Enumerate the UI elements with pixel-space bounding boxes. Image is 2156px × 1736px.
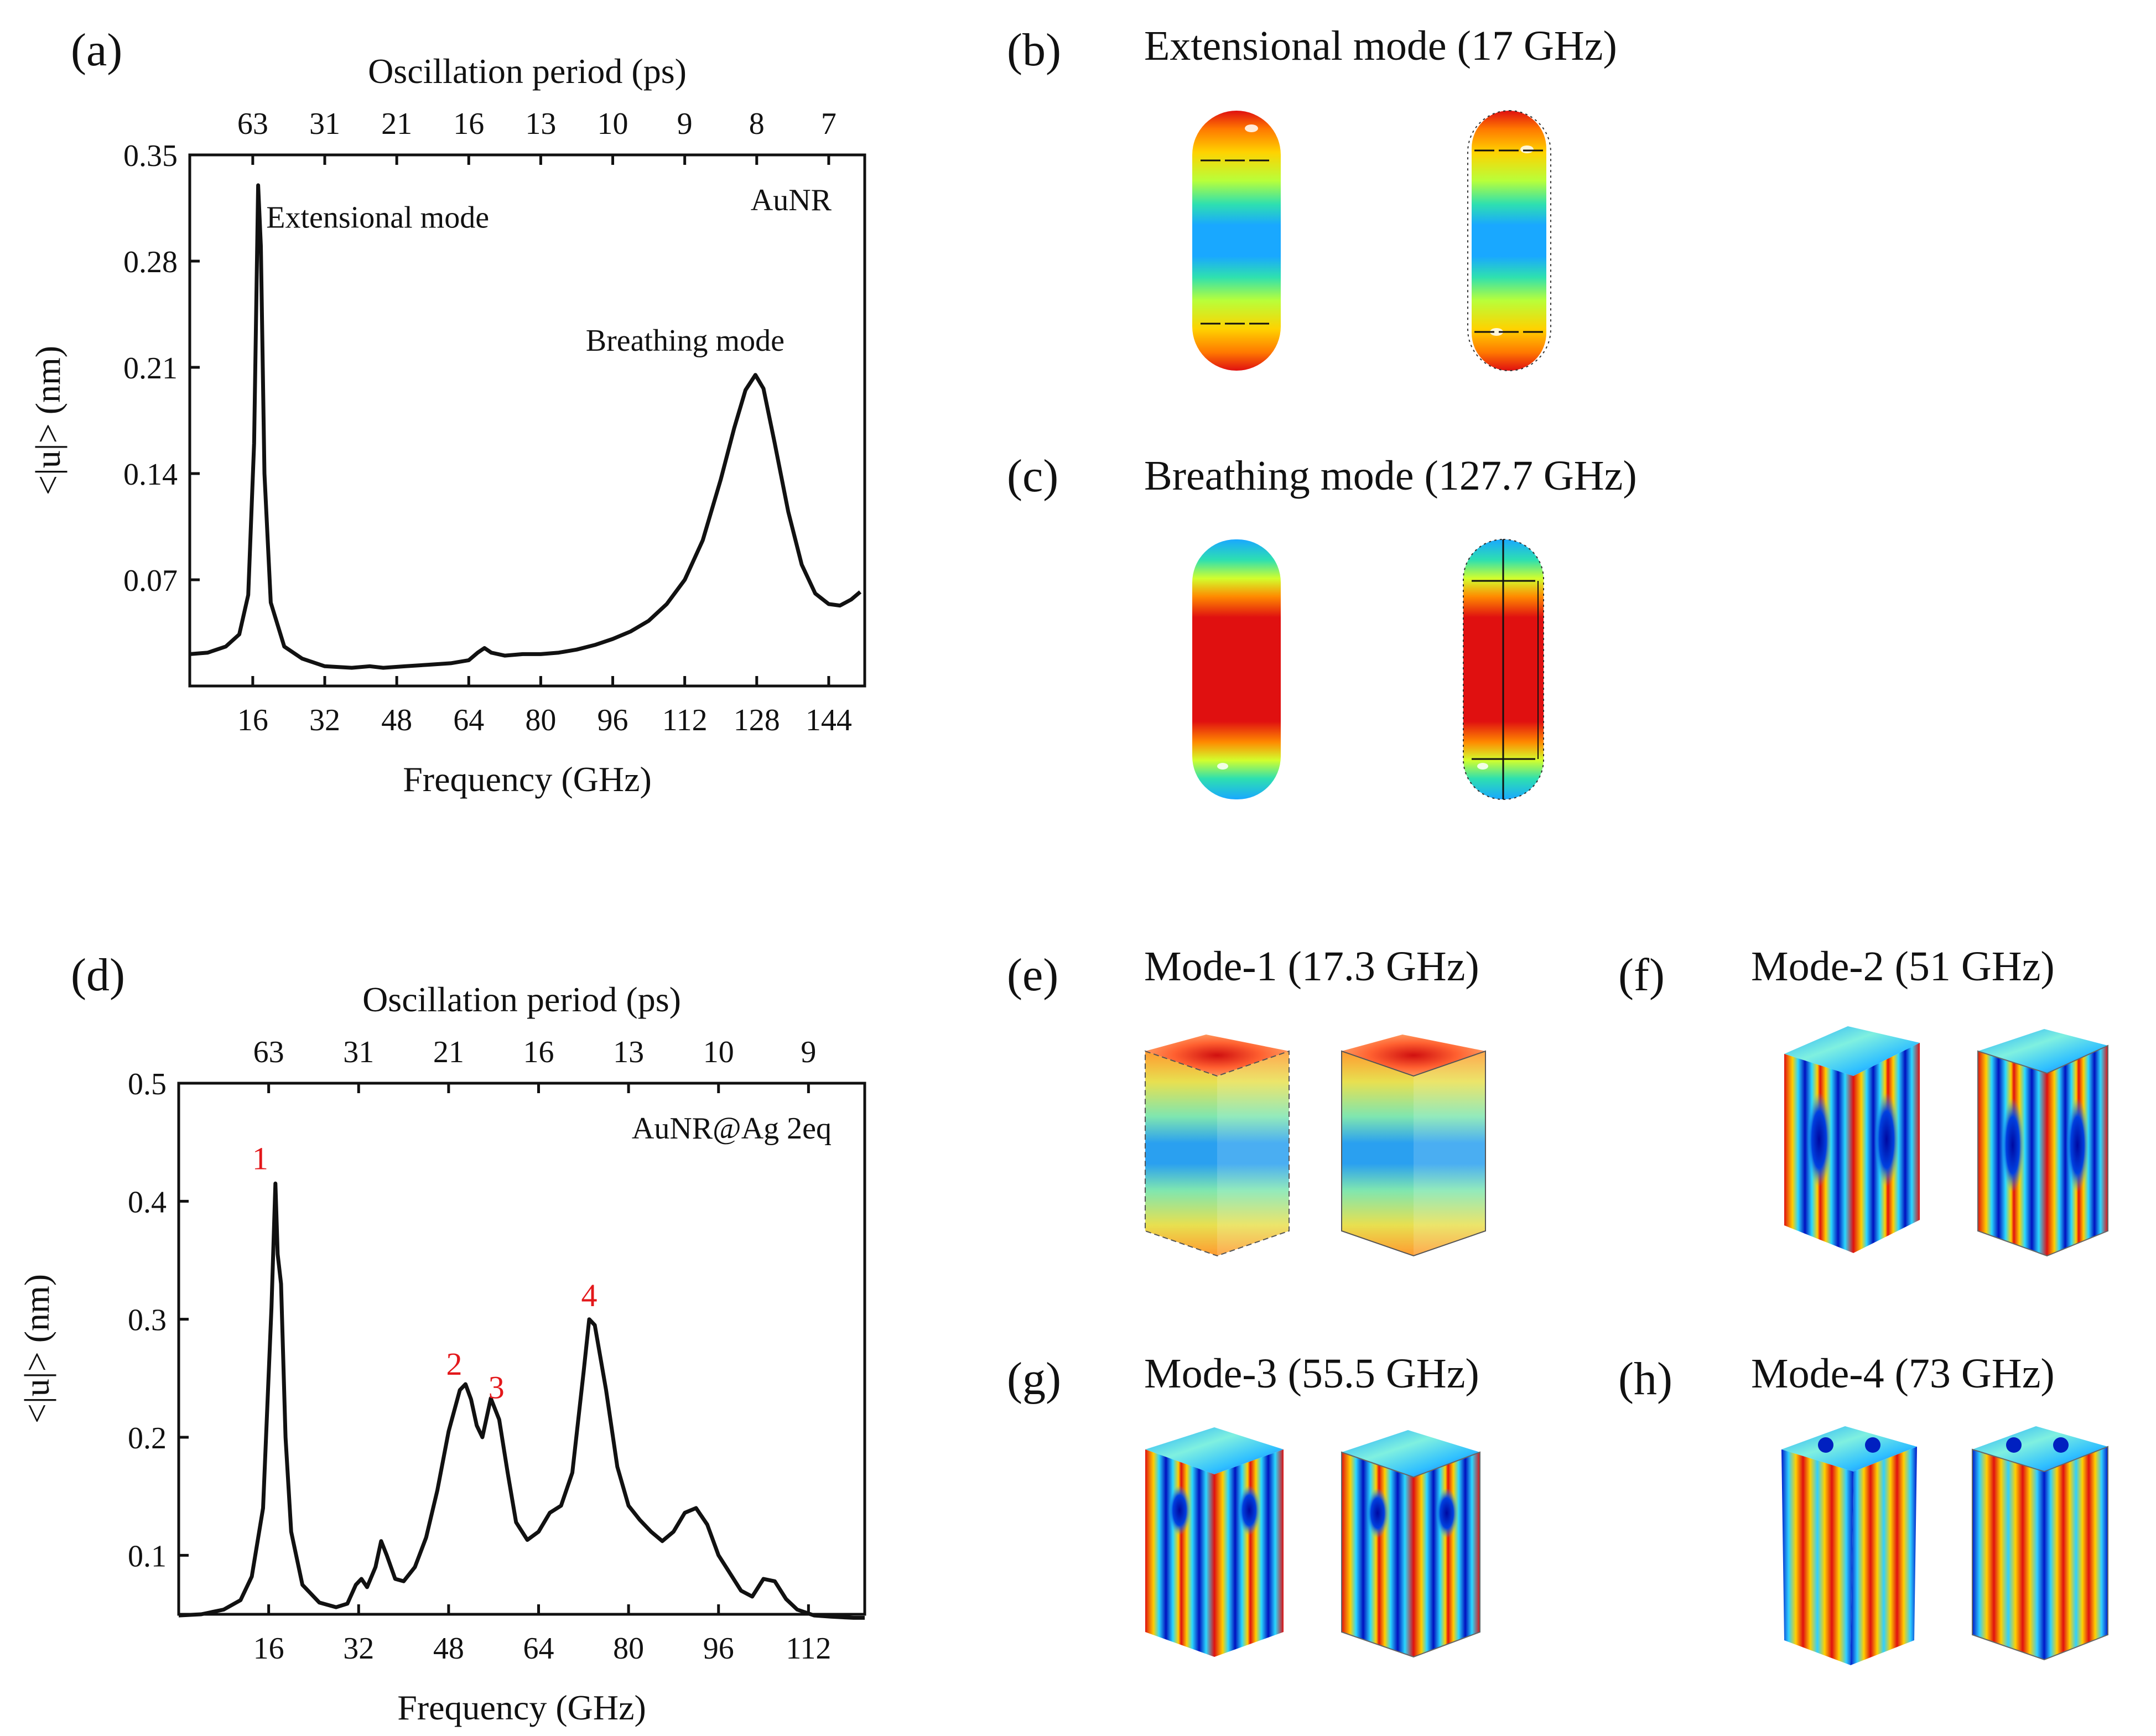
top-tick-label-1: 31: [343, 1035, 374, 1069]
peak-label-3: 3: [489, 1370, 505, 1406]
y-tick-label-4: 0.5: [128, 1067, 167, 1101]
peak-label-2: 2: [446, 1346, 463, 1382]
annotation-a-0: Extensional mode: [266, 201, 489, 235]
top-tick-label-3: 16: [523, 1035, 554, 1069]
x-tick-label-32: 32: [343, 1631, 374, 1666]
y-tick-label-3: 0.28: [123, 245, 178, 279]
panel-label-g: (g): [1007, 1353, 1061, 1405]
top-tick-label-2: 21: [381, 107, 412, 141]
mode-title-mode-4: Mode-4 (73 GHz): [1751, 1350, 2055, 1397]
x-tick-label-80: 80: [525, 703, 556, 737]
mode-4-cuboid-deformed: [1972, 1426, 2108, 1661]
x-tick-label-96: 96: [598, 703, 628, 737]
mode-1-cuboid-equilibrium: [1145, 1035, 1290, 1257]
x-axis-title-d: Frequency (GHz): [397, 1688, 646, 1727]
top-tick-label-8: 7: [821, 107, 837, 141]
extensional-mode-rod-deformed: [1467, 110, 1551, 371]
x-tick-label-32: 32: [309, 703, 340, 737]
y-axis-title-a: <|u|> (nm): [28, 346, 67, 495]
panel-label-d: (d): [71, 949, 125, 1001]
breathing-mode-rod-equilibrium: [1192, 539, 1281, 799]
peak-label-4: 4: [581, 1277, 597, 1313]
mode-4-cuboid-equilibrium: [1781, 1426, 1917, 1665]
plot-frame-d: [177, 1082, 866, 1616]
top-tick-label-3: 16: [453, 107, 484, 141]
x-tick-label-112: 112: [662, 703, 708, 737]
mode-title-extensional: Extensional mode (17 GHz): [1144, 23, 1617, 69]
x-tick-label-64: 64: [453, 703, 484, 737]
series-line-d-0: [178, 1181, 865, 1620]
mode-title-mode-1: Mode-1 (17.3 GHz): [1144, 943, 1479, 990]
top-tick-label-7: 8: [749, 107, 765, 141]
breathing-mode-rod-deformed: [1463, 539, 1544, 800]
y-tick-label-1: 0.14: [123, 458, 178, 492]
x-tick-label-96: 96: [703, 1631, 734, 1666]
panel-label-e: (e): [1007, 949, 1058, 1001]
mode-3-cuboid-equilibrium: [1145, 1427, 1284, 1657]
top-tick-label-2: 21: [433, 1035, 464, 1069]
mode-1-cuboid-deformed: [1341, 1035, 1486, 1257]
mode-title-mode-2: Mode-2 (51 GHz): [1751, 943, 2055, 990]
x-tick-label-64: 64: [523, 1631, 554, 1666]
x-tick-label-48: 48: [433, 1631, 464, 1666]
top-tick-label-4: 13: [613, 1035, 644, 1069]
series-line-a-0: [189, 183, 862, 670]
x-axis-title-a: Frequency (GHz): [403, 760, 652, 799]
x-tick-label-16: 16: [253, 1631, 284, 1666]
panel-label-f: (f): [1618, 949, 1665, 1001]
y-tick-label-4: 0.35: [123, 139, 178, 173]
top-tick-label-0: 63: [237, 107, 268, 141]
top-tick-label-6: 9: [677, 107, 693, 141]
mode-2-cuboid-deformed: [1977, 1029, 2108, 1257]
top-axis-title-a: Oscillation period (ps): [368, 51, 687, 91]
panel-label-b: (b): [1007, 24, 1061, 76]
chart-a-auNR-spectrum: 16 32 48 64 80 96 112 128 144 0.07 0.14 0.21 0.28 0.3…: [28, 51, 866, 799]
sample-label-a: AuNR: [751, 183, 832, 217]
y-axis-title-d: <|u|> (nm): [17, 1274, 56, 1423]
x-tick-label-144: 144: [806, 703, 852, 737]
panel-label-h: (h): [1618, 1353, 1672, 1405]
x-tick-label-128: 128: [734, 703, 780, 737]
top-tick-label-1: 31: [309, 107, 340, 141]
mode-2-cuboid-equilibrium: [1784, 1026, 1920, 1253]
top-tick-label-5: 10: [598, 107, 628, 141]
mode-title-mode-3: Mode-3 (55.5 GHz): [1144, 1350, 1479, 1397]
x-tick-label-48: 48: [381, 703, 412, 737]
top-tick-label-4: 13: [525, 107, 556, 141]
top-tick-label-0: 63: [253, 1035, 284, 1069]
panel-label-a: (a): [71, 24, 122, 76]
y-tick-label-1: 0.2: [128, 1421, 167, 1456]
y-tick-label-0: 0.1: [128, 1539, 167, 1573]
y-tick-label-0: 0.07: [123, 564, 178, 598]
panel-label-c: (c): [1007, 450, 1058, 502]
plot-frame-a: [188, 153, 866, 688]
x-tick-label-16: 16: [237, 703, 268, 737]
top-axis-title-d: Oscillation period (ps): [362, 980, 681, 1019]
y-tick-label-3: 0.4: [128, 1185, 167, 1219]
y-tick-label-2: 0.21: [123, 351, 178, 386]
mode-3-cuboid-deformed: [1341, 1430, 1480, 1658]
mode-title-breathing: Breathing mode (127.7 GHz): [1144, 453, 1637, 499]
sample-label-d: AuNR@Ag 2eq: [632, 1111, 832, 1146]
top-tick-label-5: 10: [703, 1035, 734, 1069]
x-tick-label-112: 112: [786, 1631, 831, 1666]
x-tick-label-80: 80: [613, 1631, 644, 1666]
top-tick-label-6: 9: [801, 1035, 816, 1069]
peak-label-1: 1: [252, 1141, 268, 1177]
extensional-mode-rod-equilibrium: [1192, 111, 1281, 371]
annotation-a-1: Breathing mode: [586, 324, 785, 358]
y-tick-label-2: 0.3: [128, 1303, 167, 1338]
